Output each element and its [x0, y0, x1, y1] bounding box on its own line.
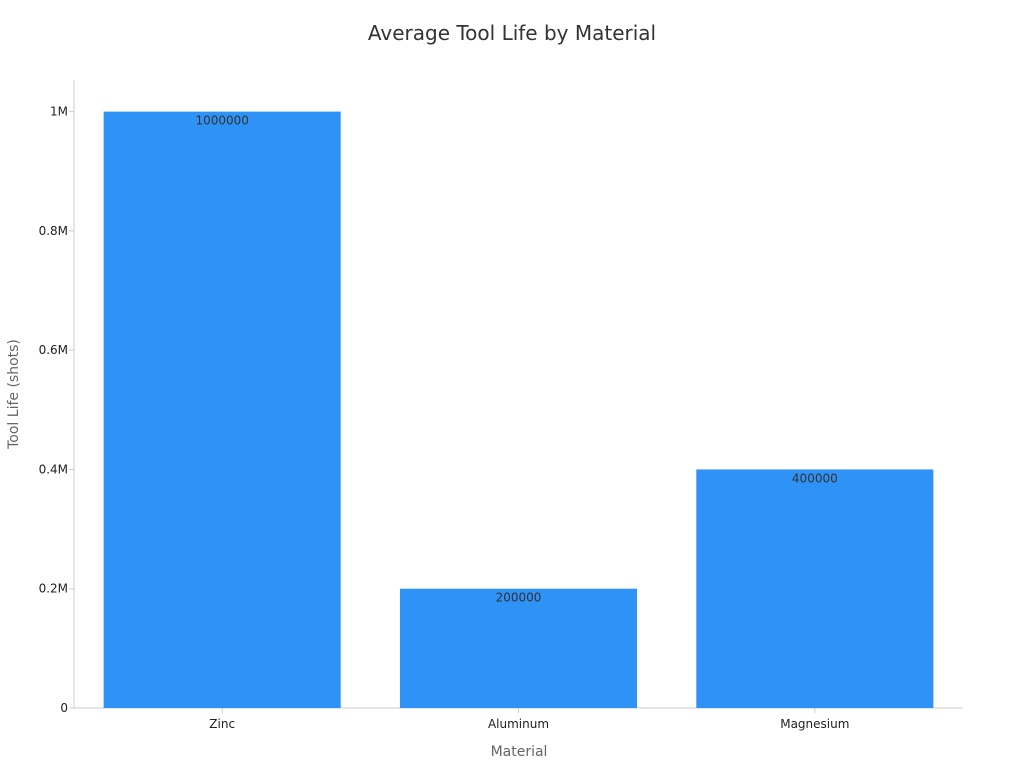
y-tick-label: 1M — [50, 105, 68, 119]
y-tick-label: 0.6M — [39, 343, 68, 357]
y-axis-ticks: 0 0.2M 0.4M 0.6M 0.8M 1M — [39, 105, 74, 715]
data-label: 200000 — [496, 591, 542, 605]
data-label: 400000 — [792, 471, 838, 485]
data-labels-group: 1000000 200000 400000 — [195, 114, 837, 605]
x-axis-title: Material — [491, 744, 548, 760]
bar-zinc[interactable] — [103, 111, 341, 708]
y-tick-label: 0.2M — [39, 582, 68, 596]
x-tick-label: Magnesium — [780, 717, 849, 731]
bar-aluminum[interactable] — [399, 588, 638, 708]
x-axis-ticks: Zinc Aluminum Magnesium — [209, 708, 849, 731]
y-tick-label: 0.8M — [39, 224, 68, 238]
chart-title: Average Tool Life by Material — [368, 21, 656, 45]
y-axis-title: Tool Life (shots) — [6, 339, 22, 450]
bar-magnesium[interactable] — [696, 469, 934, 708]
y-tick-label: 0 — [60, 701, 68, 715]
y-tick-label: 0.4M — [39, 462, 68, 476]
x-tick-label: Aluminum — [488, 717, 549, 731]
bars-group — [103, 111, 934, 708]
data-label: 1000000 — [195, 114, 248, 128]
x-tick-label: Zinc — [209, 717, 235, 731]
